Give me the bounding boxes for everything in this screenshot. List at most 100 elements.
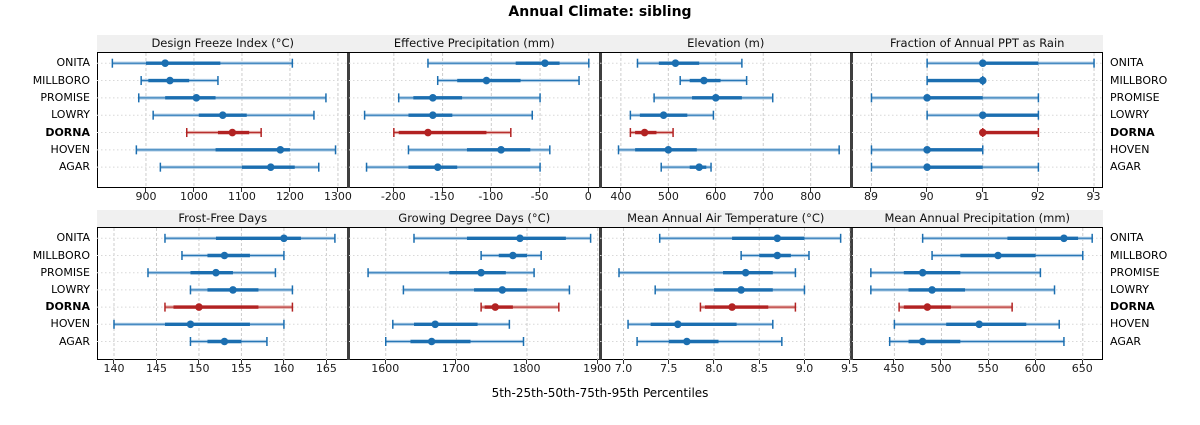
- axis-tickmark: [490, 188, 492, 192]
- axis-tick-label: -100: [478, 190, 504, 203]
- axis-tick-label: 700: [752, 190, 774, 203]
- axis-tick-label: 8.0: [705, 362, 723, 375]
- median-dot: [433, 163, 442, 171]
- site-label-right-dorna: DORNA: [1110, 300, 1155, 314]
- axis-tick-label: 600: [1024, 362, 1046, 375]
- axis-tick-label: 500: [930, 362, 952, 375]
- axis-tickmark: [1081, 360, 1083, 364]
- percentile-interval-promise: [138, 93, 327, 103]
- chart-title: Annual Climate: sibling: [508, 4, 692, 20]
- axis-tickmark: [803, 360, 805, 364]
- axis-tickmark: [193, 188, 195, 192]
- percentile-interval-promise: [397, 93, 541, 103]
- axis-tick-label: 91: [975, 190, 990, 203]
- panel-header: Growing Degree Days (°C): [348, 210, 600, 228]
- percentile-interval-promise: [869, 268, 1041, 278]
- percentile-interval-agar: [870, 162, 1039, 172]
- median-dot: [918, 337, 926, 346]
- axis-tick-label: 165: [315, 362, 337, 375]
- percentile-interval-hoven: [870, 145, 984, 155]
- percentile-interval-hoven: [617, 145, 840, 155]
- percentile-interval-millboro: [925, 76, 987, 86]
- axis-tick-label: 150: [188, 362, 210, 375]
- median-dot: [498, 286, 506, 294]
- gridlines: [620, 53, 812, 188]
- panel-header: Fraction of Annual PPT as Rain: [851, 35, 1103, 53]
- axis-tickmark: [1034, 360, 1036, 364]
- percentile-interval-lowry: [869, 285, 1055, 295]
- median-dot: [540, 59, 549, 67]
- median-dot: [482, 76, 490, 85]
- site-label-right-lowry: LOWRY: [1110, 108, 1149, 122]
- median-dot: [923, 303, 931, 311]
- axis-tick-label: 1000: [179, 190, 208, 203]
- percentile-interval-onita: [164, 233, 336, 243]
- axis-tick-label: 1300: [323, 190, 352, 203]
- axis-tickmark: [1037, 188, 1039, 192]
- median-dot: [192, 94, 201, 102]
- percentile-interval-agar: [159, 162, 320, 172]
- axis-tickmark: [715, 188, 717, 192]
- axis-tickmark: [762, 188, 764, 192]
- axis-tickmark: [587, 188, 589, 192]
- percentile-interval-onita: [111, 58, 294, 68]
- median-dot: [978, 59, 987, 67]
- axis-tick-label: 650: [1071, 362, 1093, 375]
- axis-tickmark: [283, 360, 285, 364]
- axis-tick-label: 160: [273, 362, 295, 375]
- axis-tickmark: [668, 360, 670, 364]
- axis-tick-label: 7.5: [660, 362, 678, 375]
- median-dot: [490, 303, 499, 311]
- panel-divider: [347, 210, 350, 360]
- axis-tickmark: [384, 360, 386, 364]
- median-dot: [195, 303, 203, 311]
- median-dot: [220, 337, 229, 346]
- panel-header: Design Freeze Index (°C): [97, 35, 349, 53]
- axis-tickmark: [455, 360, 457, 364]
- median-dot: [737, 286, 745, 294]
- median-dot: [427, 337, 435, 346]
- axis-tick-label: 1700: [441, 362, 470, 375]
- percentile-interval-agar: [888, 337, 1065, 346]
- median-dot: [674, 320, 682, 329]
- percentile-interval-onita: [636, 58, 743, 68]
- percentile-interval-dorna: [164, 302, 294, 312]
- median-dot: [671, 59, 680, 67]
- panel-plot: [851, 228, 1103, 360]
- site-label-left-agar: AGAR: [58, 334, 90, 348]
- median-dot: [741, 268, 750, 277]
- axis-tick-label: 89: [863, 190, 878, 203]
- axis-tickmark: [113, 360, 115, 364]
- axis-tick-label: 1900: [583, 362, 612, 375]
- gridlines: [113, 228, 327, 360]
- axis-tick-label: 9.0: [795, 362, 814, 375]
- percentile-interval-onita: [426, 58, 590, 68]
- percentile-interval-agar: [384, 337, 524, 346]
- percentile-interval-promise: [618, 268, 797, 278]
- median-dot: [664, 146, 673, 154]
- axis-tickmark: [893, 360, 895, 364]
- site-label-left-dorna: DORNA: [45, 125, 90, 139]
- median-dot: [922, 94, 931, 102]
- panel-divider: [850, 210, 853, 360]
- percentile-interval-millboro: [740, 251, 810, 260]
- axis-tickmark: [981, 188, 983, 192]
- axis-tickmark: [623, 360, 625, 364]
- gridlines: [893, 228, 1083, 360]
- site-label-right-agar: AGAR: [1110, 334, 1142, 348]
- median-dot: [1059, 234, 1068, 243]
- percentile-interval-onita: [925, 58, 1095, 68]
- panel-plot: [348, 53, 600, 188]
- panel-divider: [598, 210, 602, 360]
- axis-tick-label: 0: [584, 190, 592, 203]
- median-dot: [659, 111, 668, 119]
- median-dot: [428, 111, 437, 119]
- axis-tickmark: [849, 360, 851, 364]
- median-dot: [280, 234, 288, 243]
- site-label-left-hoven: HOVEN: [50, 317, 90, 331]
- site-label-right-hoven: HOVEN: [1110, 317, 1150, 331]
- axis-tick-label: 550: [977, 362, 999, 375]
- panel-plot: [600, 53, 852, 188]
- site-label-left-onita: ONITA: [56, 56, 90, 70]
- percentile-interval-dorna: [897, 302, 1013, 312]
